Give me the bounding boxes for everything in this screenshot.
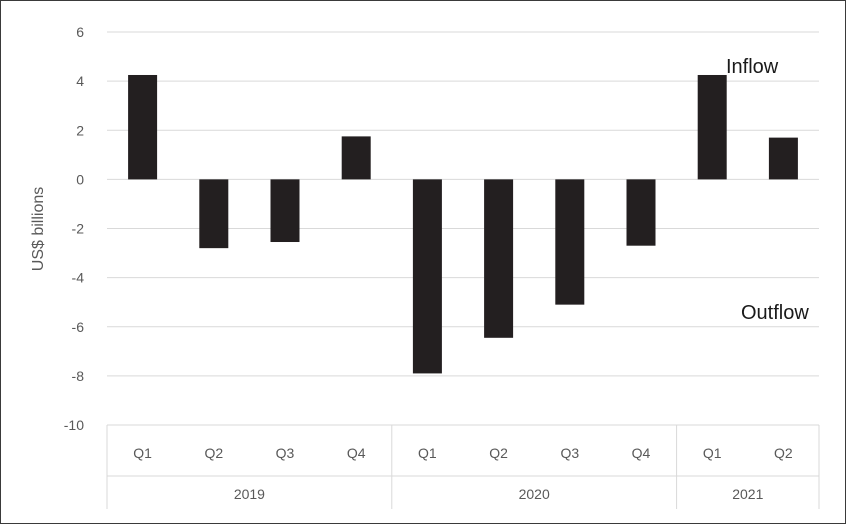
x-axis: Q1 Q2 Q3 Q4 Q1 Q2 Q3 Q4 Q1 Q2 2019 2020 2021: [107, 425, 819, 509]
x-tick-label: Q1: [418, 445, 437, 461]
bar: [627, 179, 656, 245]
x-tick-label: Q4: [632, 445, 651, 461]
bars: [128, 75, 798, 373]
y-tick-label: -6: [72, 319, 85, 335]
x-tick-label: Q1: [703, 445, 722, 461]
y-tick-label: -4: [72, 270, 85, 286]
x-tick-label: Q3: [276, 445, 295, 461]
y-tick-label: -2: [72, 221, 85, 237]
bar: [342, 136, 371, 179]
y-axis-ticks: 6 4 2 0 -2 -4 -6 -8 -10: [64, 24, 84, 433]
x-tick-label: Q2: [489, 445, 508, 461]
y-tick-label: 6: [76, 24, 84, 40]
x-tick-label: Q3: [560, 445, 579, 461]
bar: [199, 179, 228, 248]
bar: [698, 75, 727, 179]
y-tick-label: 0: [76, 171, 84, 187]
x-tick-label: Q1: [133, 445, 152, 461]
bar: [555, 179, 584, 304]
x-tick-label: Q4: [347, 445, 366, 461]
x-tick-label: Q2: [774, 445, 793, 461]
group-label: 2021: [732, 486, 763, 502]
y-axis-title: US$ billions: [30, 187, 47, 271]
annotation-outflow: Outflow: [741, 302, 809, 324]
bar: [271, 179, 300, 242]
bar: [769, 138, 798, 180]
group-label: 2020: [519, 486, 550, 502]
y-tick-label: -10: [64, 417, 84, 433]
x-tick-label: Q2: [204, 445, 223, 461]
bar: [128, 75, 157, 179]
bar: [484, 179, 513, 337]
bar: [413, 179, 442, 373]
y-tick-label: 4: [76, 73, 84, 89]
y-tick-label: 2: [76, 122, 84, 138]
annotation-inflow: Inflow: [726, 56, 779, 78]
y-tick-label: -8: [72, 368, 85, 384]
group-label: 2019: [234, 486, 265, 502]
